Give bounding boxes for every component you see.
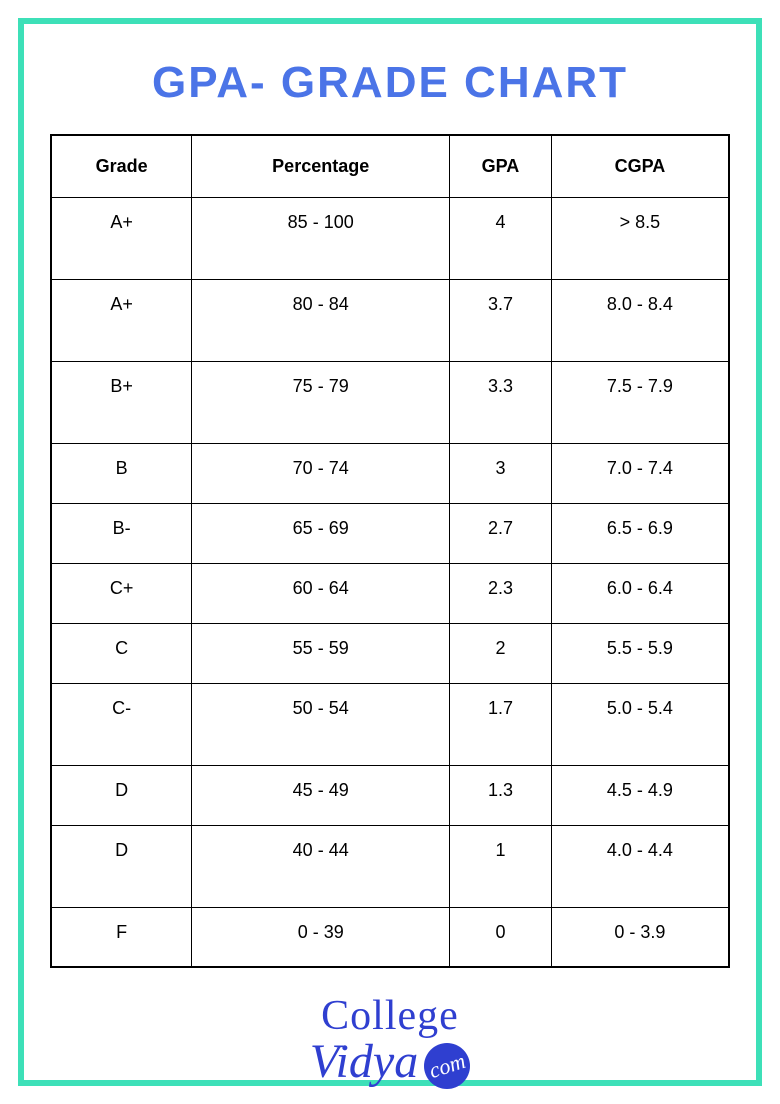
cell-cgpa: 7.5 - 7.9 xyxy=(551,361,729,443)
logo: College Vidya com xyxy=(310,992,470,1089)
table-row: B+75 - 793.37.5 - 7.9 xyxy=(51,361,729,443)
cell-cgpa: 4.5 - 4.9 xyxy=(551,765,729,825)
cell-percentage: 55 - 59 xyxy=(192,623,450,683)
page-title: GPA- GRADE CHART xyxy=(50,58,730,108)
col-cgpa: CGPA xyxy=(551,135,729,197)
table-header-row: Grade Percentage GPA CGPA xyxy=(51,135,729,197)
cell-gpa: 2.7 xyxy=(450,503,552,563)
gpa-table: Grade Percentage GPA CGPA A+85 - 1004> 8… xyxy=(50,134,730,968)
cell-percentage: 80 - 84 xyxy=(192,279,450,361)
logo-text-line2: Vidya xyxy=(310,1034,418,1089)
cell-cgpa: 5.5 - 5.9 xyxy=(551,623,729,683)
table-row: B-65 - 692.76.5 - 6.9 xyxy=(51,503,729,563)
table-row: C55 - 5925.5 - 5.9 xyxy=(51,623,729,683)
cell-gpa: 3 xyxy=(450,443,552,503)
cell-cgpa: 6.5 - 6.9 xyxy=(551,503,729,563)
table-row: C-50 - 541.75.0 - 5.4 xyxy=(51,683,729,765)
cell-cgpa: 0 - 3.9 xyxy=(551,907,729,967)
table-row: B70 - 7437.0 - 7.4 xyxy=(51,443,729,503)
table-row: F0 - 3900 - 3.9 xyxy=(51,907,729,967)
col-gpa: GPA xyxy=(450,135,552,197)
cell-gpa: 3.3 xyxy=(450,361,552,443)
table-row: C+60 - 642.36.0 - 6.4 xyxy=(51,563,729,623)
col-percentage: Percentage xyxy=(192,135,450,197)
cell-percentage: 40 - 44 xyxy=(192,825,450,907)
cell-percentage: 65 - 69 xyxy=(192,503,450,563)
cell-grade: F xyxy=(51,907,192,967)
cell-grade: A+ xyxy=(51,279,192,361)
cell-cgpa: 6.0 - 6.4 xyxy=(551,563,729,623)
table-row: A+80 - 843.78.0 - 8.4 xyxy=(51,279,729,361)
cell-percentage: 0 - 39 xyxy=(192,907,450,967)
cell-grade: C+ xyxy=(51,563,192,623)
cell-gpa: 2.3 xyxy=(450,563,552,623)
cell-gpa: 1.3 xyxy=(450,765,552,825)
cell-cgpa: 8.0 - 8.4 xyxy=(551,279,729,361)
cell-grade: C xyxy=(51,623,192,683)
logo-container: College Vidya com xyxy=(50,992,730,1089)
cell-grade: A+ xyxy=(51,197,192,279)
cell-grade: C- xyxy=(51,683,192,765)
table-row: D40 - 4414.0 - 4.4 xyxy=(51,825,729,907)
cell-percentage: 50 - 54 xyxy=(192,683,450,765)
cell-grade: B- xyxy=(51,503,192,563)
logo-badge-text: com xyxy=(426,1047,469,1083)
cell-cgpa: 5.0 - 5.4 xyxy=(551,683,729,765)
cell-gpa: 3.7 xyxy=(450,279,552,361)
cell-gpa: 1 xyxy=(450,825,552,907)
cell-gpa: 0 xyxy=(450,907,552,967)
table-row: D45 - 491.34.5 - 4.9 xyxy=(51,765,729,825)
cell-grade: B xyxy=(51,443,192,503)
logo-badge-icon: com xyxy=(424,1043,470,1089)
cell-grade: D xyxy=(51,765,192,825)
cell-percentage: 70 - 74 xyxy=(192,443,450,503)
outer-border: GPA- GRADE CHART Grade Percentage GPA CG… xyxy=(18,18,762,1086)
cell-percentage: 85 - 100 xyxy=(192,197,450,279)
cell-gpa: 2 xyxy=(450,623,552,683)
cell-percentage: 75 - 79 xyxy=(192,361,450,443)
cell-gpa: 1.7 xyxy=(450,683,552,765)
col-grade: Grade xyxy=(51,135,192,197)
cell-grade: B+ xyxy=(51,361,192,443)
logo-text-line1: College xyxy=(310,992,470,1040)
cell-percentage: 60 - 64 xyxy=(192,563,450,623)
cell-cgpa: > 8.5 xyxy=(551,197,729,279)
cell-grade: D xyxy=(51,825,192,907)
cell-percentage: 45 - 49 xyxy=(192,765,450,825)
cell-gpa: 4 xyxy=(450,197,552,279)
logo-line2-wrap: Vidya com xyxy=(310,1034,470,1089)
cell-cgpa: 7.0 - 7.4 xyxy=(551,443,729,503)
cell-cgpa: 4.0 - 4.4 xyxy=(551,825,729,907)
table-row: A+85 - 1004> 8.5 xyxy=(51,197,729,279)
